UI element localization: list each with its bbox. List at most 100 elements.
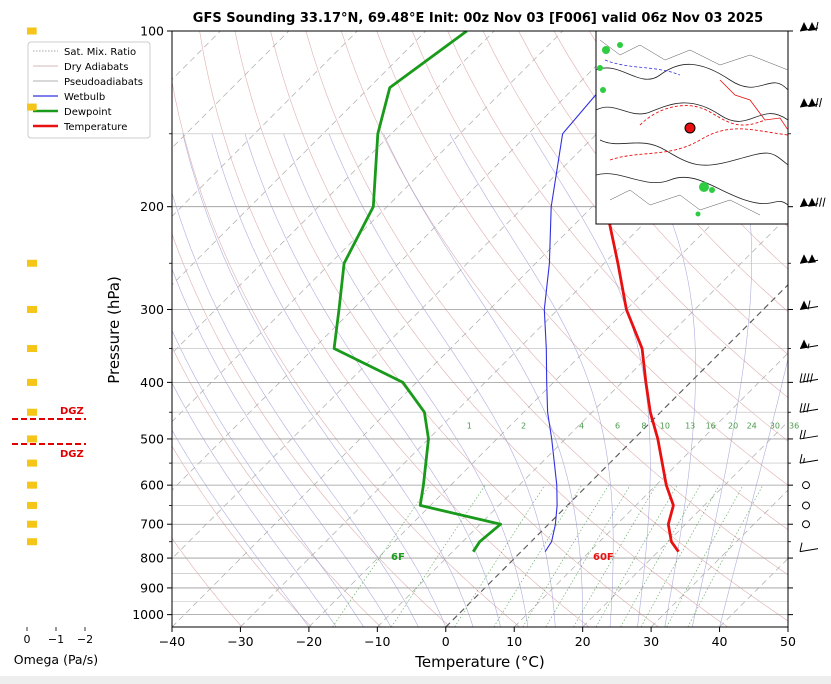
- omega-bar: [27, 27, 37, 35]
- moist-adiabat: [283, 133, 529, 627]
- dry-adiabat: [341, 31, 788, 576]
- dry-adiabat: [411, 31, 788, 486]
- wind-barb: [799, 403, 819, 413]
- y-tick-label: 500: [140, 431, 164, 446]
- isotherm: [172, 31, 290, 149]
- mixing-ratio-label: 8: [641, 422, 646, 431]
- mixing-ratio-line: [545, 485, 631, 627]
- dewpoint-line: [332, 31, 502, 553]
- barb-pennant: [800, 22, 808, 31]
- barb-flag: [822, 197, 826, 207]
- barb-shaft: [799, 435, 819, 440]
- mixing-ratio-line: [454, 485, 546, 627]
- barb-flag: [815, 97, 819, 108]
- legend: Sat. Mix. Ratio Dry Adiabats Pseudoadiabat…: [27, 41, 151, 139]
- dry-adiabat: [376, 31, 788, 531]
- mixing-ratio-line: [640, 485, 720, 627]
- x-tick-label: −20: [296, 634, 322, 649]
- barb-pennant: [800, 339, 808, 349]
- barb-flag: [815, 21, 819, 32]
- barb-flag: [810, 373, 813, 383]
- isotherm: [172, 31, 358, 217]
- mixing-ratio-label: 10: [660, 422, 670, 431]
- barb-flag: [806, 403, 810, 413]
- mixing-ratio-label: 4: [579, 422, 584, 431]
- wind-barb: [799, 339, 819, 350]
- barb-flag: [799, 453, 803, 464]
- dry-adiabat: [447, 31, 788, 442]
- chart-title: GFS Sounding 33.17°N, 69.48°E Init: 00z …: [193, 11, 763, 26]
- dgz-lower-label: DGZ: [60, 449, 84, 460]
- wind-barb: [799, 373, 819, 383]
- omega-bar: [27, 538, 37, 546]
- calm-wind-marker: [802, 520, 810, 529]
- y-tick-label: 700: [140, 517, 164, 532]
- barb-pennant: [800, 254, 808, 264]
- barb-pennant: [808, 22, 816, 31]
- barb-pennant: [800, 197, 808, 207]
- barb-half-flag: [807, 343, 810, 349]
- mixing-ratio-line: [620, 485, 701, 627]
- dry-adiabat: [172, 537, 243, 627]
- dry-adiabat: [518, 31, 788, 355]
- y-tick-label: 600: [140, 478, 164, 493]
- mixing-ratio-label: 13: [685, 422, 695, 431]
- barb-flag: [803, 373, 806, 383]
- dry-adiabat: [270, 31, 728, 627]
- omega-axis-label: Omega (Pa/s): [14, 652, 98, 667]
- dgz-upper-label: DGZ: [60, 406, 84, 417]
- x-tick-label: 40: [712, 634, 728, 649]
- legend-box: [27, 41, 151, 139]
- legend-label: Sat. Mix. Ratio: [64, 47, 136, 58]
- y-axis-ticks: 100 200 300 400 500 600 700 800 900 1000: [132, 24, 793, 622]
- mixing-ratio-label: 6: [615, 422, 620, 431]
- dry-adiabat: [234, 31, 659, 627]
- omega-bar: [27, 481, 37, 489]
- omega-bar: [27, 435, 37, 443]
- zero-isotherm: [445, 283, 788, 627]
- wind-barbs: [799, 21, 826, 553]
- x-axis-label: Temperature (°C): [414, 653, 544, 671]
- dewpoint-surface-label: 6F: [391, 552, 405, 563]
- barb-shaft: [799, 459, 819, 464]
- mixing-ratio-label: 16: [706, 422, 716, 431]
- wind-barb: [799, 197, 826, 208]
- y-tick-label: 300: [140, 302, 164, 317]
- wetbulb-line: [543, 87, 603, 552]
- isotherm: [650, 489, 788, 627]
- barb-flag: [799, 542, 803, 552]
- omega-bar: [27, 501, 37, 509]
- barb-shaft: [799, 408, 819, 413]
- wind-barb: [799, 300, 819, 310]
- omega-bar: [27, 103, 37, 111]
- wind-barb: [799, 21, 819, 32]
- x-tick-label: 10: [506, 634, 522, 649]
- y-tick-label: 200: [140, 199, 164, 214]
- mixing-ratio-label: 24: [747, 422, 757, 431]
- wind-barb: [799, 97, 822, 108]
- mixing-ratio-line: [522, 485, 609, 627]
- x-tick-label: 0: [442, 634, 450, 649]
- mixing-ratio-line: [573, 485, 657, 627]
- mixing-ratio-label: 36: [789, 422, 799, 431]
- legend-label: Dewpoint: [64, 107, 112, 118]
- bottom-strip: [0, 676, 831, 684]
- barb-pennant: [800, 98, 808, 108]
- legend-label: Temperature: [63, 122, 127, 133]
- inset-map-content: [596, 39, 788, 217]
- x-axis-ticks: −40 −30 −20 −10 0 10 20 30 40 50: [159, 627, 796, 649]
- x-tick-label: 20: [575, 634, 591, 649]
- omega-bar: [27, 378, 37, 386]
- calm-wind-marker: [802, 481, 810, 490]
- isobar-lines: [172, 31, 788, 616]
- y-tick-label: 100: [140, 24, 164, 39]
- omega-bar: [27, 459, 37, 467]
- moist-adiabat: [383, 133, 583, 627]
- dry-adiabat: [802, 31, 831, 627]
- barb-shaft: [799, 548, 819, 553]
- y-tick-label: 800: [140, 551, 164, 566]
- dry-adiabat: [172, 80, 520, 627]
- barb-flag: [803, 429, 806, 440]
- isotherm: [172, 31, 427, 286]
